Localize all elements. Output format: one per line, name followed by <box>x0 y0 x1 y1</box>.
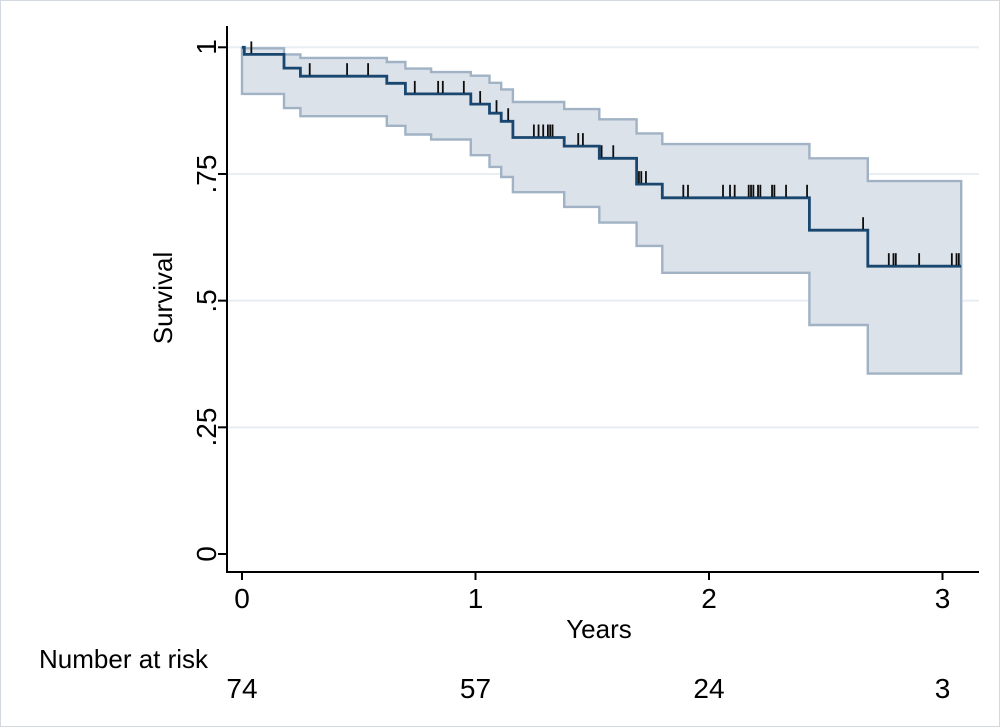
risk-count: 3 <box>934 673 951 704</box>
survival-curve <box>242 45 962 268</box>
x-tick-label: 3 <box>934 583 951 614</box>
y-tick-label: 0 <box>191 546 222 562</box>
x-axis-title: Years <box>566 614 632 644</box>
risk-count: 24 <box>693 673 725 704</box>
y-tick-label: .75 <box>191 154 222 194</box>
y-tick-label: 1 <box>191 39 222 56</box>
y-tick-label: .5 <box>191 288 222 313</box>
x-tick-label: 0 <box>234 583 250 614</box>
x-tick-label: 2 <box>701 583 717 614</box>
x-tick-label: 1 <box>467 583 484 614</box>
confidence-band <box>240 46 963 375</box>
risk-count: 74 <box>226 673 258 704</box>
y-tick-label: .25 <box>191 407 222 447</box>
risk-table-label: Number at risk <box>39 644 209 674</box>
y-axis-title: Survival <box>148 251 178 345</box>
risk-count: 57 <box>459 673 492 704</box>
